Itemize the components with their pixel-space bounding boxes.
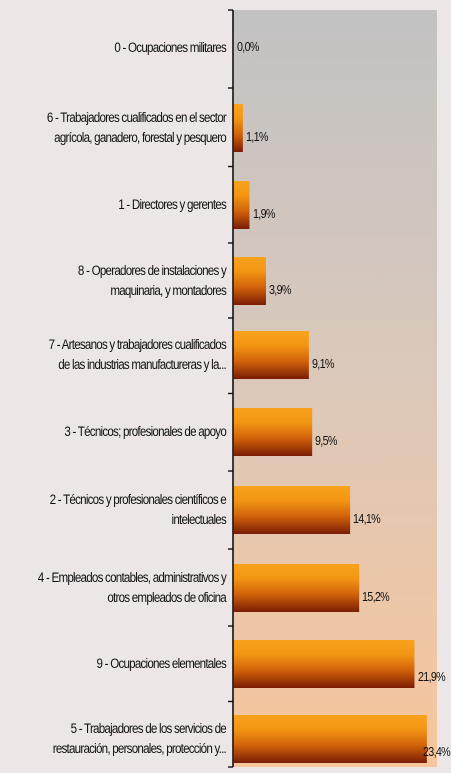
value-label: 1,1% [246, 130, 268, 144]
category-label: 3 - Técnicos; profesionales de apoyo [64, 424, 226, 439]
value-label: 1,9% [252, 207, 275, 221]
category-label: 9 - Ocupaciones elementales [96, 656, 227, 671]
bar [233, 564, 360, 612]
category-label: 6 - Trabajadores cualificados en el sect… [46, 110, 227, 145]
bar [233, 715, 427, 763]
value-label: 14,1% [353, 512, 381, 526]
category-label: 5 - Trabajadores de los servicios de res… [52, 721, 227, 756]
bar [233, 104, 243, 152]
category-label: 1 - Directores y gerentes [118, 197, 227, 212]
value-label: 21,9% [417, 670, 446, 684]
value-label: 9,5% [315, 434, 338, 448]
bar [233, 640, 415, 688]
value-label: 9,1% [312, 357, 334, 371]
bar [233, 257, 266, 305]
category-label: 4 - Empleados contables, administrativos… [37, 570, 227, 605]
category-label: 0 - Ocupaciones militares [114, 40, 226, 55]
category-label: 8 - Operadores de instalaciones y maquin… [77, 263, 227, 298]
bar [233, 408, 313, 456]
category-label: 7 - Artesanos y trabajadores cualificado… [48, 337, 227, 372]
bar [233, 331, 309, 379]
value-label: 23,4% [422, 745, 451, 759]
bar [233, 486, 351, 534]
value-label: 3,9% [269, 283, 291, 297]
value-label: 0,0% [237, 40, 259, 54]
bar [233, 181, 250, 229]
category-label: 2 - Técnicos y profesionales científicos… [49, 492, 227, 527]
value-label: 15,2% [362, 590, 390, 604]
